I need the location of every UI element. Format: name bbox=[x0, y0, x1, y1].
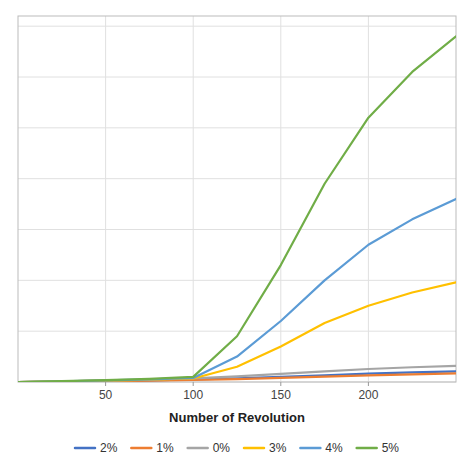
legend-swatch bbox=[188, 447, 208, 450]
legend-swatch bbox=[75, 447, 95, 450]
y-grid-line bbox=[18, 280, 456, 281]
legend-label: 1% bbox=[156, 441, 174, 455]
x-tick bbox=[368, 382, 369, 386]
series-lines bbox=[18, 36, 456, 382]
x-axis-label: Number of Revolution bbox=[169, 410, 305, 425]
legend-label: 3% bbox=[269, 441, 287, 455]
y-grid-line bbox=[18, 77, 456, 78]
series-line bbox=[18, 282, 456, 382]
x-tick-label: 200 bbox=[358, 388, 378, 402]
legend-swatch bbox=[357, 447, 377, 450]
legend-label: 4% bbox=[325, 441, 343, 455]
legend-item: 2% bbox=[75, 441, 118, 455]
series-line bbox=[18, 36, 456, 382]
legend-swatch bbox=[300, 447, 320, 450]
legend-item: 1% bbox=[131, 441, 174, 455]
legend-swatch bbox=[244, 447, 264, 450]
x-grid-line bbox=[280, 16, 281, 382]
grid bbox=[18, 16, 456, 382]
series-line bbox=[18, 199, 456, 382]
legend-item: 4% bbox=[300, 441, 343, 455]
legend-label: 2% bbox=[100, 441, 118, 455]
legend-label: 0% bbox=[213, 441, 231, 455]
legend-swatch bbox=[131, 447, 151, 450]
y-grid-line bbox=[18, 127, 456, 128]
legend: 2% 1% 0% 3% 4% 5% bbox=[75, 441, 399, 455]
legend-item: 5% bbox=[357, 441, 400, 455]
x-tick-label: 150 bbox=[271, 388, 291, 402]
x-tick bbox=[193, 382, 194, 386]
x-grid-line bbox=[368, 16, 369, 382]
x-tick bbox=[280, 382, 281, 386]
legend-label: 5% bbox=[382, 441, 400, 455]
x-grid-line bbox=[105, 16, 106, 382]
legend-item: 3% bbox=[244, 441, 287, 455]
x-axis: 50 100 150 200 bbox=[99, 382, 379, 402]
chart: 50 100 150 200 Number of Revolution 2% 1% 0% 3% 4… bbox=[0, 0, 474, 474]
plot-frame bbox=[18, 16, 456, 382]
x-tick-label: 50 bbox=[99, 388, 113, 402]
legend-item: 0% bbox=[188, 441, 231, 455]
x-tick-label: 100 bbox=[183, 388, 203, 402]
x-grid-line bbox=[193, 16, 194, 382]
y-grid-line bbox=[18, 26, 456, 27]
y-grid-line bbox=[18, 229, 456, 230]
x-tick bbox=[105, 382, 106, 386]
y-grid-line bbox=[18, 331, 456, 332]
y-grid-line bbox=[18, 178, 456, 179]
